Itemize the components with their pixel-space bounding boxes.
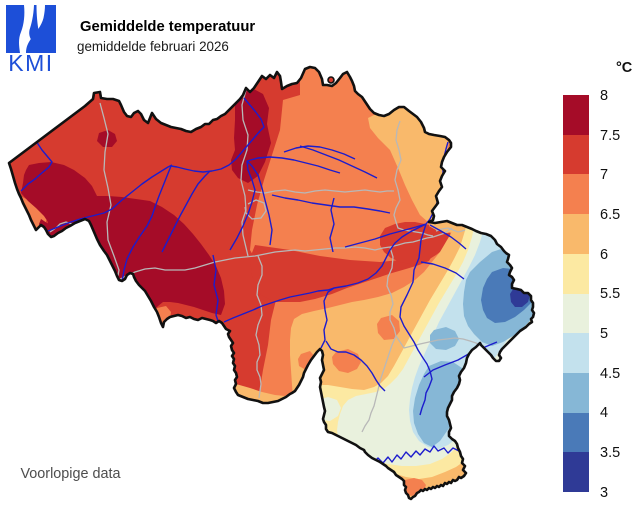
svg-text:KMI: KMI bbox=[8, 50, 53, 76]
